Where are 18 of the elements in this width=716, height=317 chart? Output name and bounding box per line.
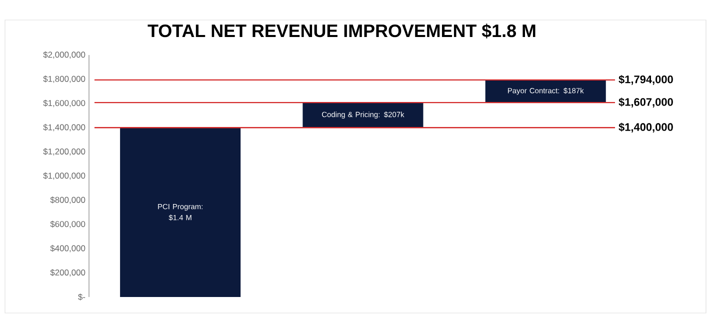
chart-title: TOTAL NET REVENUE IMPROVEMENT $1.8 M bbox=[148, 24, 536, 38]
ref-line-label: $1,607,000 bbox=[618, 98, 673, 108]
y-tick-label: $400,000 bbox=[50, 244, 86, 252]
y-tick-label: $1,200,000 bbox=[43, 148, 86, 156]
bar bbox=[120, 128, 241, 297]
y-tick-label: $1,000,000 bbox=[43, 172, 86, 180]
y-tick-label: $600,000 bbox=[50, 220, 86, 228]
y-tick-label: $1,800,000 bbox=[43, 76, 86, 83]
bar bbox=[302, 102, 424, 128]
bar bbox=[485, 80, 606, 103]
y-tick-label: $1,400,000 bbox=[43, 124, 86, 132]
y-tick-label: $- bbox=[78, 294, 86, 300]
y-tick-label: $200,000 bbox=[50, 269, 86, 276]
ref-line-label: $1,400,000 bbox=[618, 122, 673, 133]
ref-line-label: $1,794,000 bbox=[618, 75, 673, 85]
y-tick-label: $1,600,000 bbox=[43, 100, 86, 108]
y-tick-label: $2,000,000 bbox=[43, 51, 86, 59]
y-tick-label: $800,000 bbox=[50, 196, 86, 204]
